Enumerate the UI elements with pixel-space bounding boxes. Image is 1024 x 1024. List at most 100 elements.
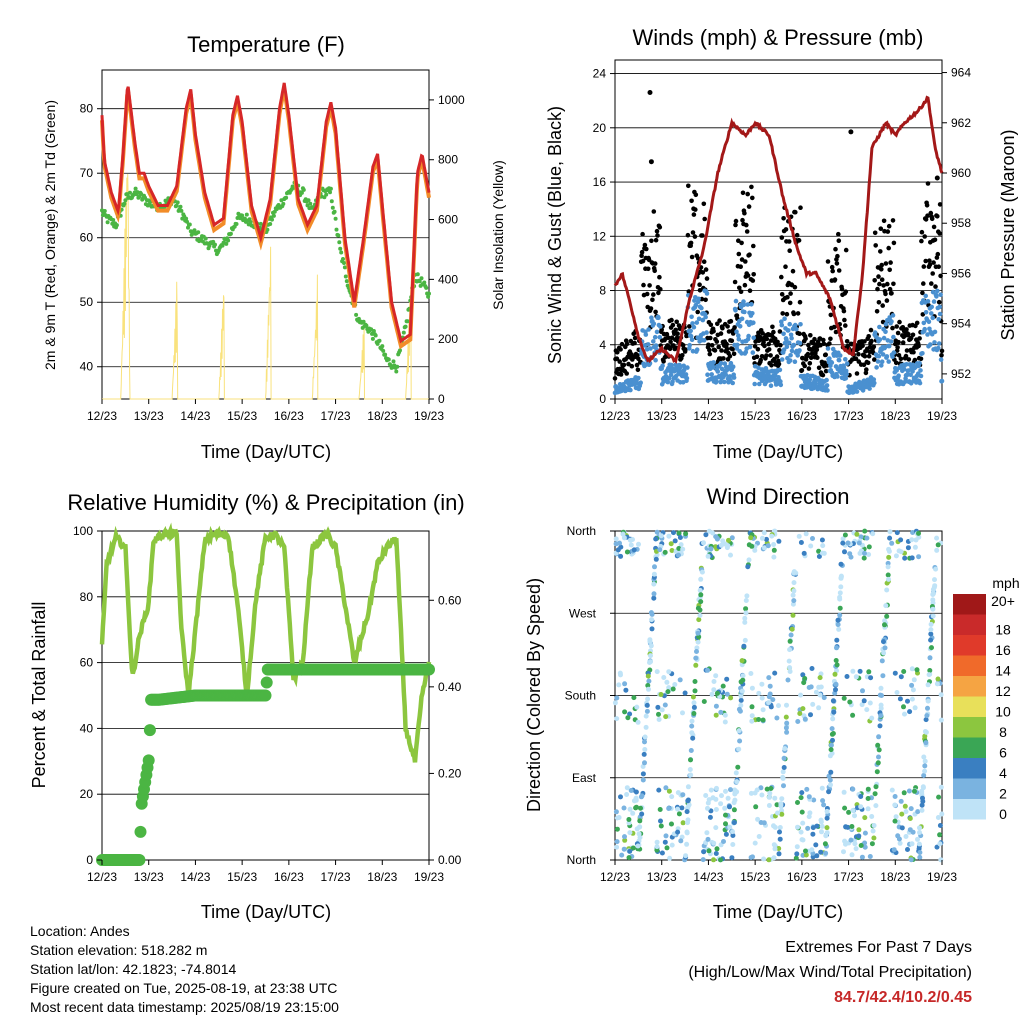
gust-point: [775, 339, 780, 345]
wind-point: [657, 335, 663, 340]
direction-point: [711, 840, 717, 846]
direction-point: [901, 790, 907, 796]
dewpoint-point: [102, 209, 107, 213]
direction-point: [879, 658, 885, 664]
direction-point: [842, 805, 848, 811]
gust-point: [890, 325, 895, 331]
wind-point: [906, 368, 911, 373]
solar-line: [102, 173, 429, 400]
gust-point: [898, 356, 904, 362]
wind-point: [886, 359, 891, 364]
winds-left-ticks: 0 4 8 12 16 20 24: [593, 67, 615, 406]
direction-point: [824, 808, 830, 814]
direction-point: [756, 717, 762, 722]
gust-point: [866, 334, 871, 339]
dewpoint-point: [179, 208, 184, 213]
direction-point: [688, 748, 694, 753]
wind-point: [791, 342, 797, 348]
direction-point: [638, 805, 643, 811]
wind-point: [889, 319, 894, 324]
gust-point: [657, 274, 662, 280]
gust-point: [828, 336, 833, 342]
direction-point: [639, 811, 645, 817]
gust-point: [700, 270, 706, 275]
direction-point: [909, 555, 915, 561]
direction-point: [794, 851, 800, 857]
direction-point: [654, 669, 660, 675]
gust-point: [798, 205, 803, 210]
direction-point: [624, 785, 630, 791]
direction-point: [748, 535, 754, 541]
gust-point: [856, 351, 861, 357]
direction-point: [622, 837, 628, 843]
dewpoint-point: [415, 272, 420, 277]
extremes-box: Extremes For Past 7 Days (High/Low/Max W…: [688, 935, 972, 1010]
direction-point: [614, 716, 620, 722]
temp-2m-series: [100, 82, 431, 344]
direction-point: [779, 808, 785, 814]
direction-point: [752, 547, 758, 553]
wind-point: [918, 373, 924, 379]
direction-point: [766, 675, 772, 681]
gust-point: [683, 347, 688, 352]
direction-point: [658, 692, 664, 697]
direction-point: [739, 658, 745, 664]
direction-point: [818, 684, 824, 690]
direction-point: [830, 737, 835, 743]
gust-point: [927, 262, 933, 268]
direction-point: [784, 729, 790, 735]
direction-point: [912, 544, 918, 550]
direction-point: [823, 833, 829, 839]
wind-point: [645, 342, 651, 347]
dewpoint-point: [334, 227, 339, 232]
direction-point: [644, 708, 650, 714]
direction-point: [635, 843, 641, 849]
direction-point: [905, 847, 910, 852]
direction-point: [796, 533, 802, 539]
direction-point: [713, 544, 719, 550]
direction-point: [788, 632, 794, 638]
direction-point: [799, 790, 805, 796]
precip-point: [423, 663, 435, 676]
direction-point: [624, 792, 630, 797]
direction-point: [762, 545, 767, 551]
gust-point: [865, 360, 871, 366]
direction-point: [907, 816, 913, 821]
direction-point: [680, 820, 686, 826]
direction-point: [713, 703, 719, 709]
wind-point: [871, 377, 877, 382]
direction-point: [853, 674, 859, 680]
direction-point: [615, 547, 621, 553]
gust-point: [881, 218, 887, 224]
gust-point: [624, 341, 630, 347]
direction-point: [926, 672, 932, 678]
wind-point: [908, 372, 913, 378]
direction-point: [749, 713, 755, 719]
direction-point: [730, 842, 736, 847]
direction-left-ticks: North East South West North: [565, 524, 615, 867]
y-tick-label: 0: [599, 392, 606, 406]
dewpoint-point: [244, 212, 249, 217]
y-tick-label: 60: [80, 231, 94, 245]
gust-point: [687, 324, 692, 329]
direction-point: [783, 714, 789, 720]
dewpoint-point: [337, 240, 342, 245]
gust-point: [894, 324, 899, 329]
dewpoint-point: [248, 220, 253, 224]
direction-point: [896, 836, 902, 842]
direction-point: [663, 714, 669, 720]
x-tick-label: 19/23: [927, 409, 957, 423]
direction-point: [656, 787, 662, 793]
direction-point: [875, 760, 881, 766]
wind-point: [875, 359, 881, 364]
wind-point: [751, 335, 756, 341]
legend-label: 14: [995, 663, 1011, 679]
wind-point: [938, 292, 943, 298]
direction-point: [817, 692, 823, 698]
direction-point: [735, 764, 741, 770]
wind-point: [723, 372, 728, 377]
y-tick-label: 70: [80, 166, 94, 180]
dewpoint-point: [105, 220, 110, 225]
direction-point: [772, 846, 778, 852]
gust-point: [918, 356, 924, 362]
